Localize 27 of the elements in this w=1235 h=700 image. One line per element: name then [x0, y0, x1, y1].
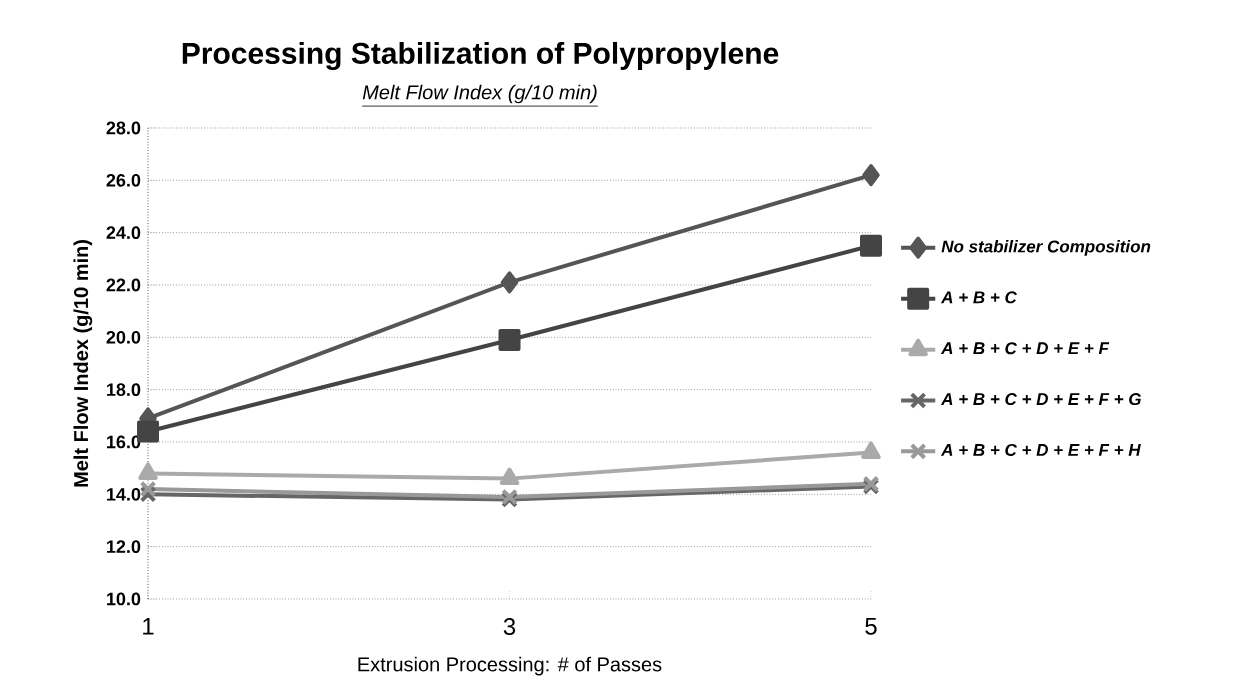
y-axis-title: Melt Flow Index (g/10 min) [73, 240, 93, 487]
y-tick-label: 12.0 [107, 540, 141, 554]
y-tick-label: 10.0 [107, 592, 141, 606]
y-tick-label: 26.0 [106, 173, 141, 187]
point [862, 164, 880, 187]
chart-title: Processing Stabilization of Polypropylene [182, 41, 779, 71]
point [498, 328, 521, 351]
point [139, 480, 157, 498]
legend-label: A + B + C [940, 291, 1018, 304]
y-tick-label: 20.0 [106, 330, 141, 344]
x-tick-label: 1 [143, 618, 154, 635]
chart-subtitle: Melt Flow Index (g/10 min) [362, 84, 597, 104]
point [860, 234, 883, 257]
legend-label: A + B + C + D + E + F + H [940, 443, 1141, 456]
y-tick-label: 18.0 [107, 383, 141, 397]
legend-label: A + B + C + D + E + F [940, 342, 1110, 355]
y-tick-label: 14.0 [107, 487, 141, 501]
y-tick-label: 22.0 [106, 278, 141, 292]
point [500, 271, 519, 294]
legend-label: No stabilizer Composition [941, 240, 1151, 256]
legend-label: A + B + C + D + E + F + G [940, 393, 1142, 406]
x-tick-label: 5 [865, 618, 877, 635]
y-tick-label: 28.0 [106, 121, 141, 135]
y-tick-label: 24.0 [106, 226, 141, 240]
x-tick-label: 3 [503, 618, 516, 636]
point [499, 467, 520, 486]
x-axis-title: Extrusion Processing: # of Passes [358, 656, 662, 676]
